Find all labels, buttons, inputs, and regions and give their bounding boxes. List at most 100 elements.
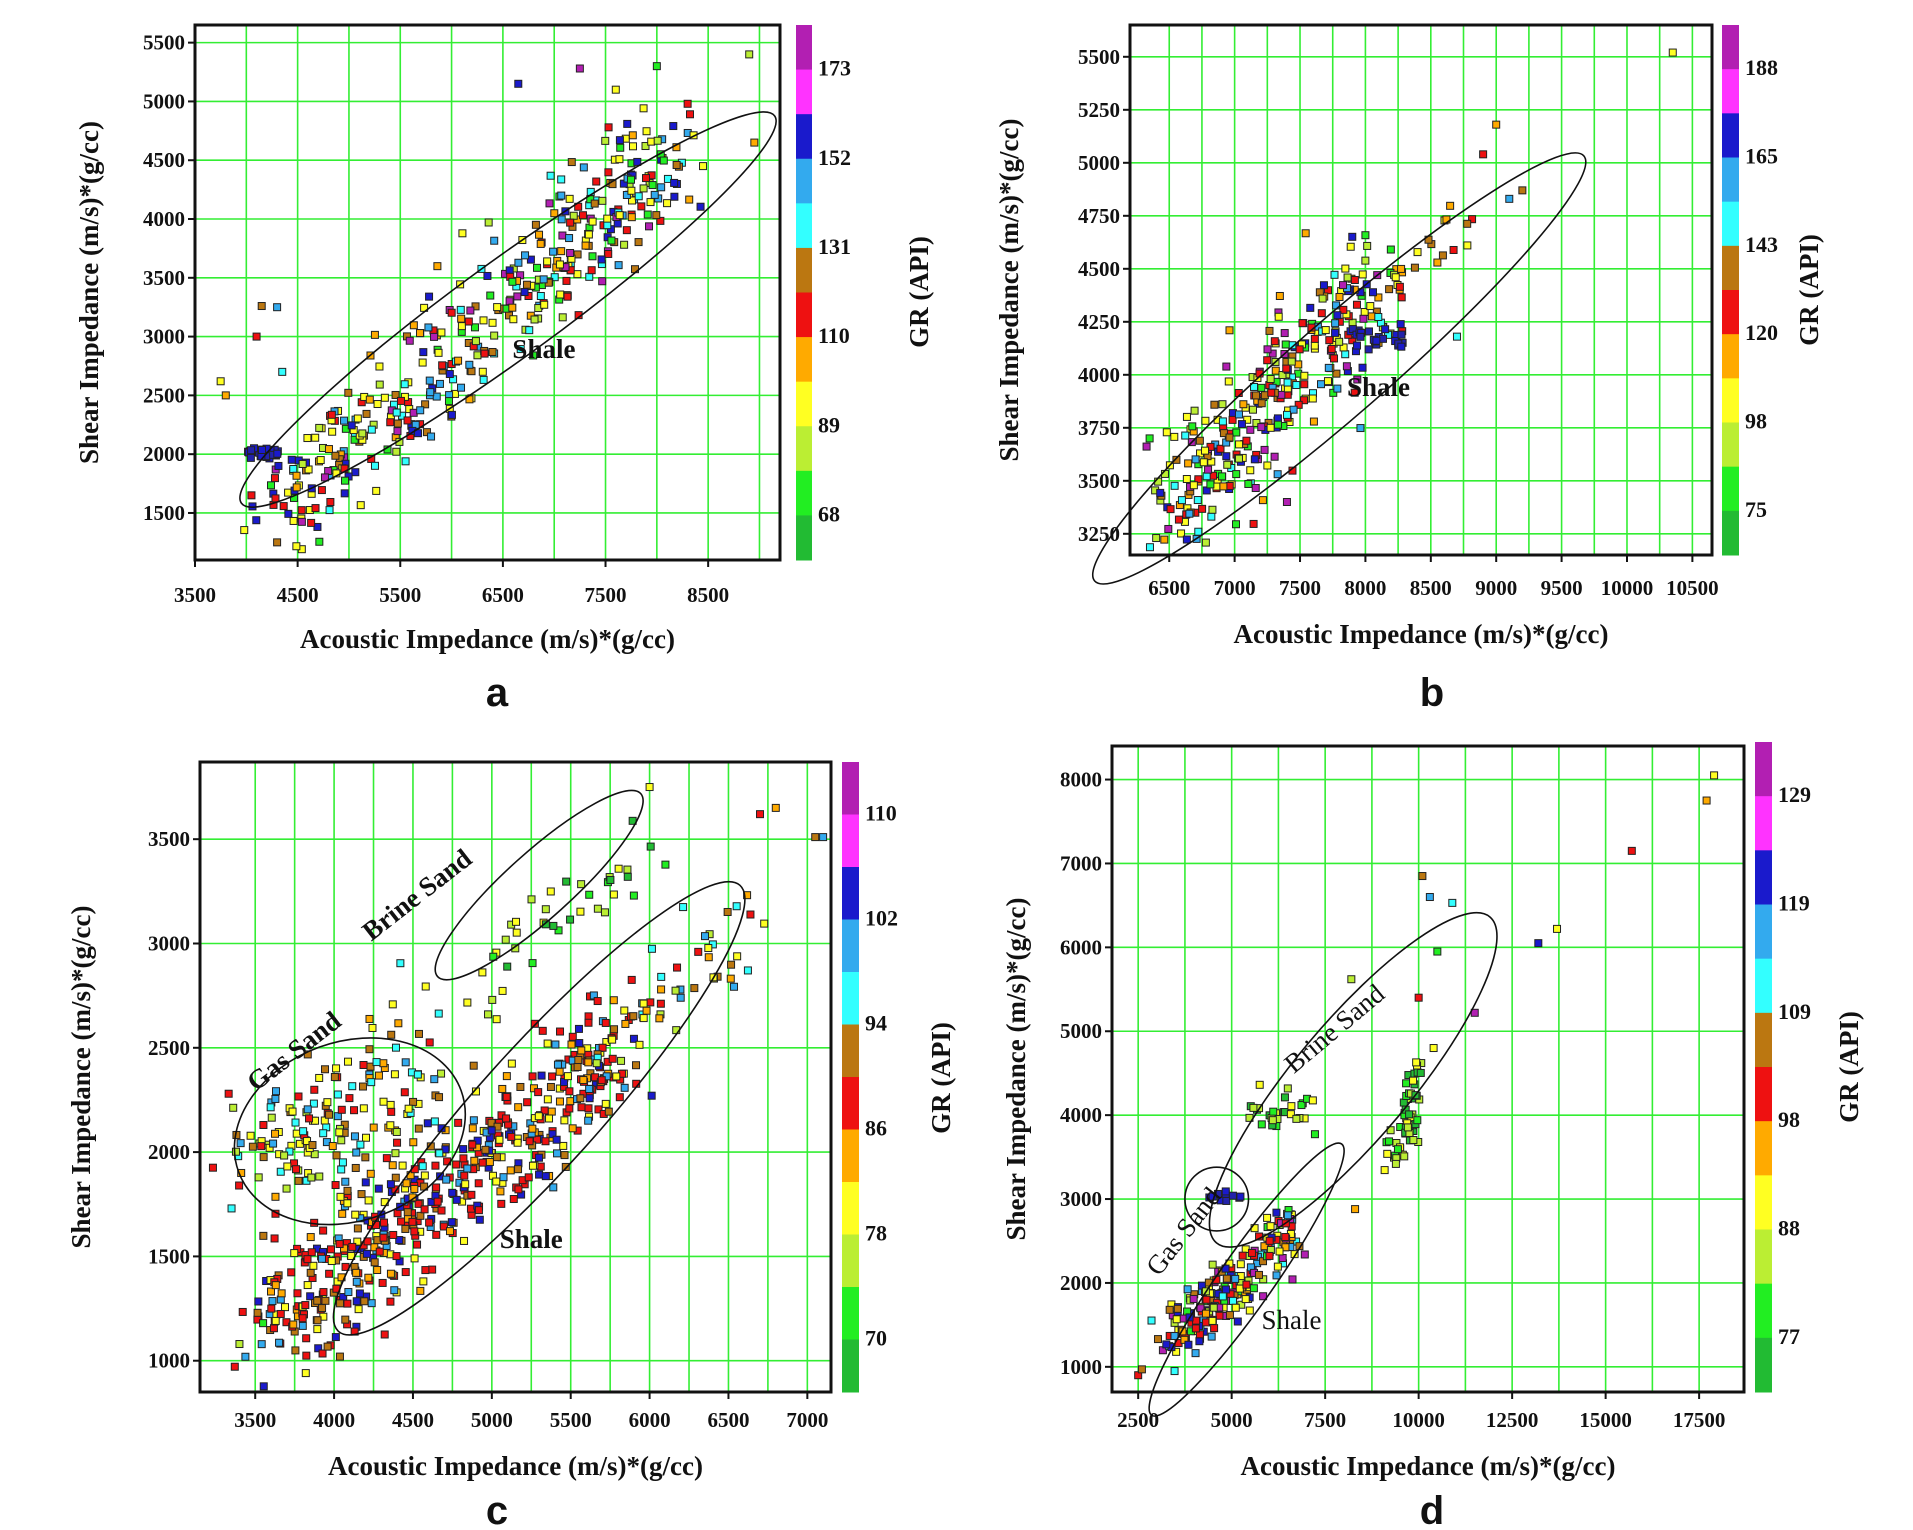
data-point (604, 1107, 613, 1116)
data-point (1225, 1311, 1234, 1320)
data-point (273, 538, 282, 547)
data-point (336, 1192, 345, 1201)
data-point (647, 1091, 656, 1100)
data-point (629, 142, 638, 151)
data-point (1153, 1335, 1162, 1344)
colorbar-segment (796, 114, 812, 160)
data-point (331, 451, 340, 460)
panel-letter-a: a (486, 671, 509, 715)
data-point (634, 238, 643, 247)
data-point (387, 1107, 396, 1116)
colorbar-segment (842, 762, 859, 815)
data-point (257, 1142, 266, 1151)
data-point (1199, 458, 1208, 467)
x-tick-label: 6500 (482, 583, 524, 607)
data-point (1236, 1260, 1245, 1269)
data-point (575, 1039, 584, 1048)
data-point (1418, 872, 1427, 881)
data-point (549, 247, 558, 256)
data-point (1206, 480, 1215, 489)
colorbar-segment (1722, 25, 1739, 70)
data-point (598, 196, 607, 205)
data-point (336, 1299, 345, 1308)
data-point (1278, 1254, 1287, 1263)
data-point (457, 383, 466, 392)
data-point (238, 1307, 247, 1316)
data-point (306, 1292, 315, 1301)
data-point (606, 875, 615, 884)
annotation-label: Brine Sand (357, 843, 478, 947)
data-point (576, 1094, 585, 1103)
data-point (365, 395, 374, 404)
data-point (627, 975, 636, 984)
data-point (299, 1127, 308, 1136)
data-point (576, 907, 585, 916)
colorbar-tick-label: 110 (865, 801, 897, 826)
data-point (344, 1057, 353, 1066)
data-point (726, 974, 735, 983)
data-point (670, 192, 679, 201)
data-point (401, 1224, 410, 1233)
plot-frame (1110, 744, 1746, 1394)
colorbar-segment (1722, 510, 1739, 556)
data-point (478, 968, 487, 977)
data-point (1208, 1316, 1217, 1325)
data-point (574, 1056, 583, 1065)
data-point (513, 1138, 522, 1147)
data-point (338, 1158, 347, 1167)
data-point (340, 1244, 349, 1253)
data-point (538, 1026, 547, 1035)
y-tick-label: 1500 (148, 1244, 190, 1268)
data-point (319, 1226, 328, 1235)
data-point (337, 1136, 346, 1145)
data-point (1152, 534, 1161, 543)
data-point (397, 1217, 406, 1226)
data-point (524, 1173, 533, 1182)
data-point (1243, 415, 1252, 424)
data-point (627, 175, 636, 184)
colorbar-segment (1755, 904, 1772, 960)
data-point (611, 85, 620, 94)
data-point (259, 1120, 268, 1129)
data-point (645, 222, 654, 231)
data-point (317, 486, 326, 495)
data-point (292, 542, 301, 551)
data-point (420, 1171, 429, 1180)
data-point (347, 421, 356, 430)
data-point (1248, 405, 1257, 414)
data-point (1255, 1080, 1264, 1089)
data-point (1350, 388, 1359, 397)
data-point (1396, 320, 1405, 329)
data-point (1224, 377, 1233, 386)
data-point (1182, 412, 1191, 421)
data-point (341, 1315, 350, 1324)
data-point (514, 1185, 523, 1194)
data-point (348, 1242, 357, 1251)
data-point (527, 895, 536, 904)
data-point (1433, 258, 1442, 267)
data-point (549, 1183, 558, 1192)
chart-panel-b: 6500 7000 7500 8000 8500 9000 9500 10000 10500 32… (994, 23, 1824, 649)
data-point (321, 1296, 330, 1305)
data-point (435, 1149, 444, 1158)
data-point (661, 860, 670, 869)
data-point (657, 183, 666, 192)
data-point (1446, 201, 1455, 210)
cluster-ellipse (1091, 152, 1587, 585)
data-point (535, 1170, 544, 1179)
data-point (437, 1069, 446, 1078)
data-point (652, 62, 661, 71)
data-point (614, 864, 623, 873)
colorbar-segment (796, 337, 812, 383)
data-point (341, 1177, 350, 1186)
data-point (620, 240, 629, 249)
data-point (445, 1227, 454, 1236)
data-point (1308, 1096, 1317, 1105)
data-point (315, 1172, 324, 1181)
data-point (409, 1097, 418, 1106)
data-point (1223, 460, 1232, 469)
data-point (1405, 1110, 1414, 1119)
colorbar-segment (842, 1129, 859, 1183)
x-tick-label: 6500 (1148, 576, 1190, 600)
data-point (488, 318, 497, 327)
